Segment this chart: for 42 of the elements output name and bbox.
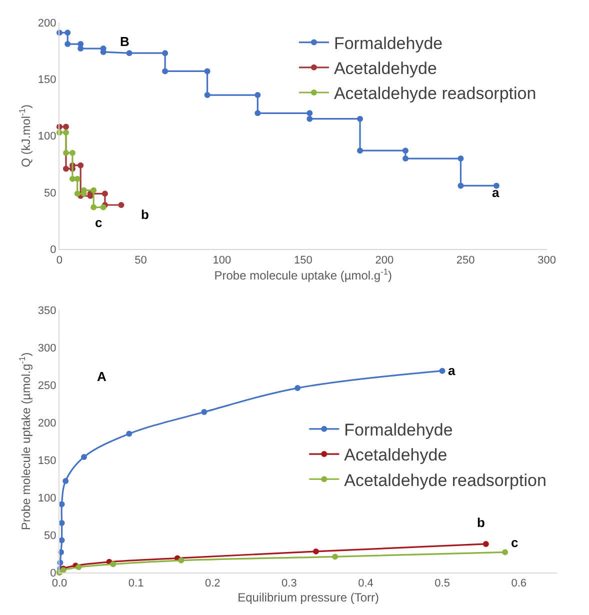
legend-label: Acetaldehyde	[334, 59, 437, 78]
legend-label: Acetaldehyde	[344, 446, 448, 465]
annotation: a	[492, 185, 500, 200]
x-tick-label: 0.6	[511, 578, 526, 590]
x-tick-label: 0.3	[282, 578, 297, 590]
legend-label: Formaldehyde	[344, 420, 453, 440]
y-tick-label: 250	[38, 380, 56, 392]
x-tick-label: 150	[294, 254, 312, 266]
annotation: b	[477, 515, 485, 530]
y-tick-label: 200	[38, 417, 56, 430]
y-tick-label: 50	[44, 530, 56, 542]
x-tick-label: 0.1	[128, 578, 144, 590]
y-tick-label: 150	[38, 74, 56, 86]
annotation: c	[511, 535, 518, 550]
annotation: b	[141, 207, 149, 222]
legend-label: Formaldehyde	[334, 34, 443, 53]
y-tick-label: 350	[38, 304, 56, 317]
legend-label: Acetaldehyde readsorption	[344, 470, 546, 490]
legend-label: Acetaldehyde readsorption	[334, 84, 536, 104]
x-tick-label: 0.4	[358, 578, 374, 590]
y-tick-label: 200	[38, 17, 56, 30]
x-tick-label: 250	[456, 254, 475, 266]
x-tick-label: 100	[212, 254, 232, 266]
annotation: A	[97, 369, 107, 384]
annotation: c	[95, 215, 102, 230]
y-tick-label: 0	[50, 567, 56, 580]
x-axis-title: Equilibrium pressure (Torr)	[238, 590, 379, 605]
annotation: a	[448, 363, 456, 378]
y-tick-label: 100	[38, 130, 56, 143]
y-tick-label: 100	[38, 492, 56, 504]
y-tick-label: 150	[38, 454, 56, 467]
annotation: B	[120, 34, 130, 49]
x-tick-label: 200	[375, 254, 394, 266]
x-tick-label: 0.5	[434, 578, 450, 590]
y-tick-label: 300	[38, 342, 56, 354]
y-tick-label: 50	[44, 187, 56, 200]
x-tick-label: 0.0	[52, 578, 68, 590]
x-tick-label: 0.2	[204, 578, 220, 590]
x-axis-title: Probe molecule uptake (µmol.g$^{-1}$)	[214, 266, 392, 282]
x-tick-label: 50	[134, 254, 147, 266]
x-tick-label: 300	[538, 254, 556, 266]
y-tick-label: 0	[50, 244, 56, 256]
